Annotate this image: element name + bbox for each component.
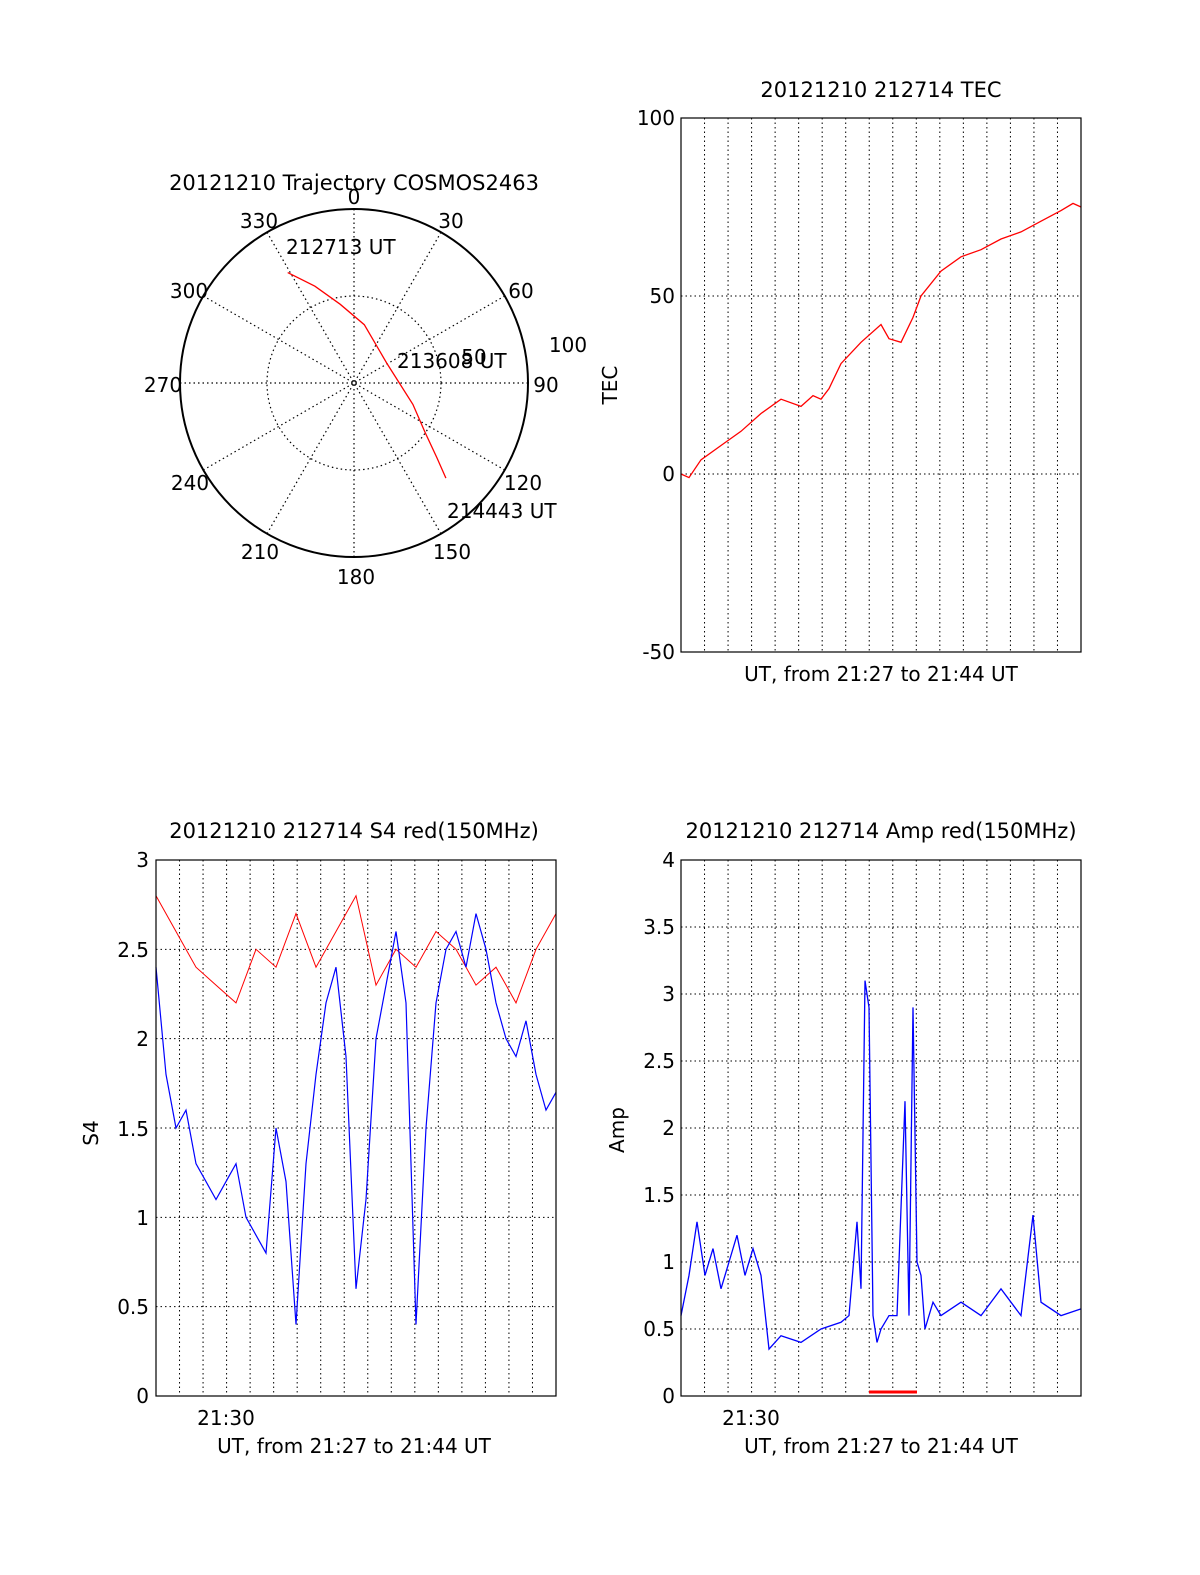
tec-ylabel: TEC [598,366,622,406]
azimuth-label-30: 30 [438,209,463,233]
azimuth-label-270: 270 [144,373,182,397]
azimuth-label-0: 0 [348,185,361,209]
s4-ytick-label: 2 [136,1027,149,1051]
azimuth-label-210: 210 [241,540,279,564]
amp-panel: 20121210 212714 Amp red(150MHz) 0 0.5 1 … [605,819,1082,1458]
amp-ytick-label: 0 [662,1384,675,1408]
tec-ytick-label: 0 [662,462,675,486]
amp-ytick-label: 4 [662,848,675,872]
amp-ytick-label: 2.5 [643,1049,675,1073]
s4-yticks: 0 0.5 1 1.5 2 2.5 3 [117,848,149,1408]
trajectory-end-label: 214443 UT [447,499,557,523]
amp-xtick-label: 21:30 [722,1406,780,1430]
s4-panel: 20121210 212714 S4 red(150MHz) 0 0.5 1 1… [79,819,557,1458]
azimuth-label-300: 300 [170,279,208,303]
tec-ytick-label: 50 [650,284,675,308]
tec-xlabel: UT, from 21:27 to 21:44 UT [744,662,1019,686]
s4-ytick-label: 3 [136,848,149,872]
polar-grid [180,209,528,557]
polar-outer-circle [179,208,529,558]
radial-label-100: 100 [549,333,587,357]
amp-ytick-label: 2 [662,1116,675,1140]
polar-trajectory-series [287,272,447,479]
s4-red-series [155,894,557,1005]
azimuth-label-180: 180 [337,565,375,589]
amp-ytick-label: 1.5 [643,1183,675,1207]
s4-ytick-label: 0.5 [117,1295,149,1319]
tec-plot-frame [680,117,1082,653]
radial-label-50: 50 [461,345,486,369]
s4-ytick-label: 0 [136,1384,149,1408]
trajectory-start-label: 212713 UT [286,235,396,259]
polar-trajectory-panel: 20121210 Trajectory COSMOS2463 0 30 60 9… [144,171,587,589]
tec-yticks: -50 0 50 100 [637,106,675,664]
s4-ylabel: S4 [79,1120,103,1145]
amp-xlabel: UT, from 21:27 to 21:44 UT [744,1434,1019,1458]
azimuth-label-330: 330 [240,209,278,233]
trajectory-mid-label: 213608 UT [397,349,507,373]
s4-ytick-label: 2.5 [117,938,149,962]
amp-ytick-label: 1 [662,1250,675,1274]
amp-plot-frame [680,859,1082,1397]
s4-ytick-label: 1 [136,1206,149,1230]
amp-ytick-label: 3 [662,982,675,1006]
amp-ylabel: Amp [605,1107,629,1153]
azimuth-label-150: 150 [433,540,471,564]
amp-ytick-label: 0.5 [643,1317,675,1341]
polar-title: 20121210 Trajectory COSMOS2463 [169,171,539,195]
amp-yticks: 0 0.5 1 1.5 2 2.5 3 3.5 4 [643,848,675,1408]
s4-grid [156,859,556,1397]
amp-title: 20121210 212714 Amp red(150MHz) [685,819,1076,843]
s4-plot-frame [155,859,557,1397]
tec-grid [681,117,1081,653]
amp-blue-series [680,980,1082,1351]
s4-title: 20121210 212714 S4 red(150MHz) [169,819,539,843]
s4-xlabel: UT, from 21:27 to 21:44 UT [217,1434,492,1458]
polar-azimuth-labels: 0 30 60 90 120 150 180 210 240 270 300 3… [144,185,559,589]
azimuth-label-120: 120 [504,471,542,495]
azimuth-label-60: 60 [508,279,533,303]
s4-blue-series [155,913,557,1325]
s4-ytick-label: 1.5 [117,1117,149,1141]
s4-xtick-label: 21:30 [197,1406,255,1430]
tec-ytick-label: -50 [642,640,675,664]
tec-panel: 20121210 212714 TEC -50 0 50 100 TEC UT,… [598,78,1082,686]
azimuth-label-240: 240 [171,471,209,495]
tec-title: 20121210 212714 TEC [760,78,1001,102]
azimuth-label-90: 90 [533,373,558,397]
tec-series [680,202,1082,479]
tec-ytick-label: 100 [637,106,675,130]
amp-ytick-label: 3.5 [643,915,675,939]
